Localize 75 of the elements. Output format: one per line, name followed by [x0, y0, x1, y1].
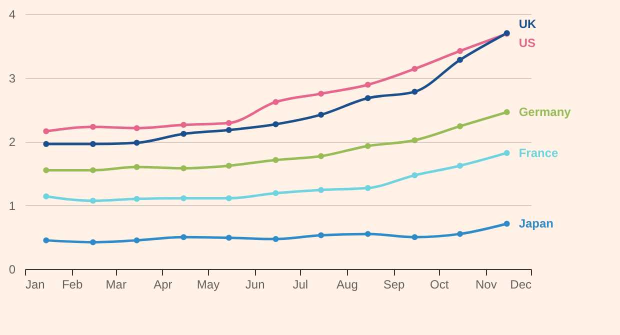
- x-tick-label: Nov: [476, 278, 497, 292]
- point: [90, 124, 96, 130]
- point: [43, 237, 50, 244]
- point: [90, 239, 96, 246]
- point: [457, 162, 464, 169]
- point: [43, 128, 50, 134]
- point: [134, 196, 140, 202]
- point: [90, 167, 96, 174]
- point: [272, 190, 279, 196]
- point: [504, 150, 510, 156]
- point: [364, 230, 371, 237]
- y-tick-label: 0: [8, 262, 16, 276]
- point: [318, 112, 324, 118]
- point: [412, 234, 418, 240]
- point: [272, 98, 279, 105]
- point: [226, 162, 232, 169]
- x-tick-label: Apr: [154, 278, 172, 292]
- x-tick-label: Aug: [336, 278, 358, 292]
- x-tick-label: Dec: [510, 278, 532, 292]
- point: [43, 167, 50, 174]
- point: [134, 237, 140, 244]
- point: [457, 48, 464, 54]
- point: [90, 141, 96, 148]
- point: [457, 123, 464, 130]
- point: [134, 164, 140, 170]
- point: [412, 172, 418, 178]
- point: [504, 109, 510, 116]
- point: [180, 195, 187, 202]
- point: [272, 156, 279, 163]
- y-tick-label: 4: [8, 8, 16, 22]
- x-tick-label: Jul: [292, 278, 308, 292]
- point: [504, 220, 510, 227]
- point: [134, 140, 140, 146]
- point: [43, 141, 50, 148]
- point: [180, 130, 187, 137]
- point: [364, 82, 371, 88]
- point: [226, 127, 232, 134]
- y-tick-label: 3: [8, 71, 16, 86]
- x-tick-label: Sep: [383, 278, 406, 292]
- point: [226, 234, 232, 241]
- x-tick-label: May: [196, 278, 220, 292]
- point: [180, 165, 187, 172]
- point: [272, 236, 279, 242]
- point: [412, 137, 418, 144]
- point: [318, 232, 324, 238]
- point: [412, 88, 418, 95]
- x-tick-label: Jan: [26, 278, 45, 292]
- series-label: Japan: [518, 216, 554, 231]
- point: [226, 120, 232, 126]
- x-tick-label: Oct: [430, 278, 450, 292]
- point: [90, 198, 96, 204]
- point: [364, 142, 371, 149]
- x-tick-label: Mar: [106, 278, 126, 292]
- y-tick-label: 2: [8, 135, 16, 149]
- point: [457, 56, 464, 63]
- point: [180, 234, 187, 240]
- point: [412, 66, 418, 72]
- point: [318, 186, 324, 193]
- point: [134, 125, 140, 132]
- point: [272, 121, 279, 128]
- point: [457, 230, 464, 237]
- point: [318, 90, 324, 97]
- series-label: US: [518, 36, 536, 50]
- point: [226, 195, 232, 202]
- point: [364, 95, 371, 102]
- series-label: UK: [518, 16, 536, 31]
- y-tick-label: 1: [8, 198, 16, 213]
- point: [364, 185, 371, 192]
- series-label: Germany: [518, 105, 572, 120]
- series-label: France: [518, 146, 559, 160]
- point: [318, 153, 324, 160]
- x-tick-label: Jun: [245, 278, 265, 292]
- x-tick-label: Feb: [62, 278, 83, 292]
- point: [43, 193, 50, 200]
- point: [180, 122, 187, 128]
